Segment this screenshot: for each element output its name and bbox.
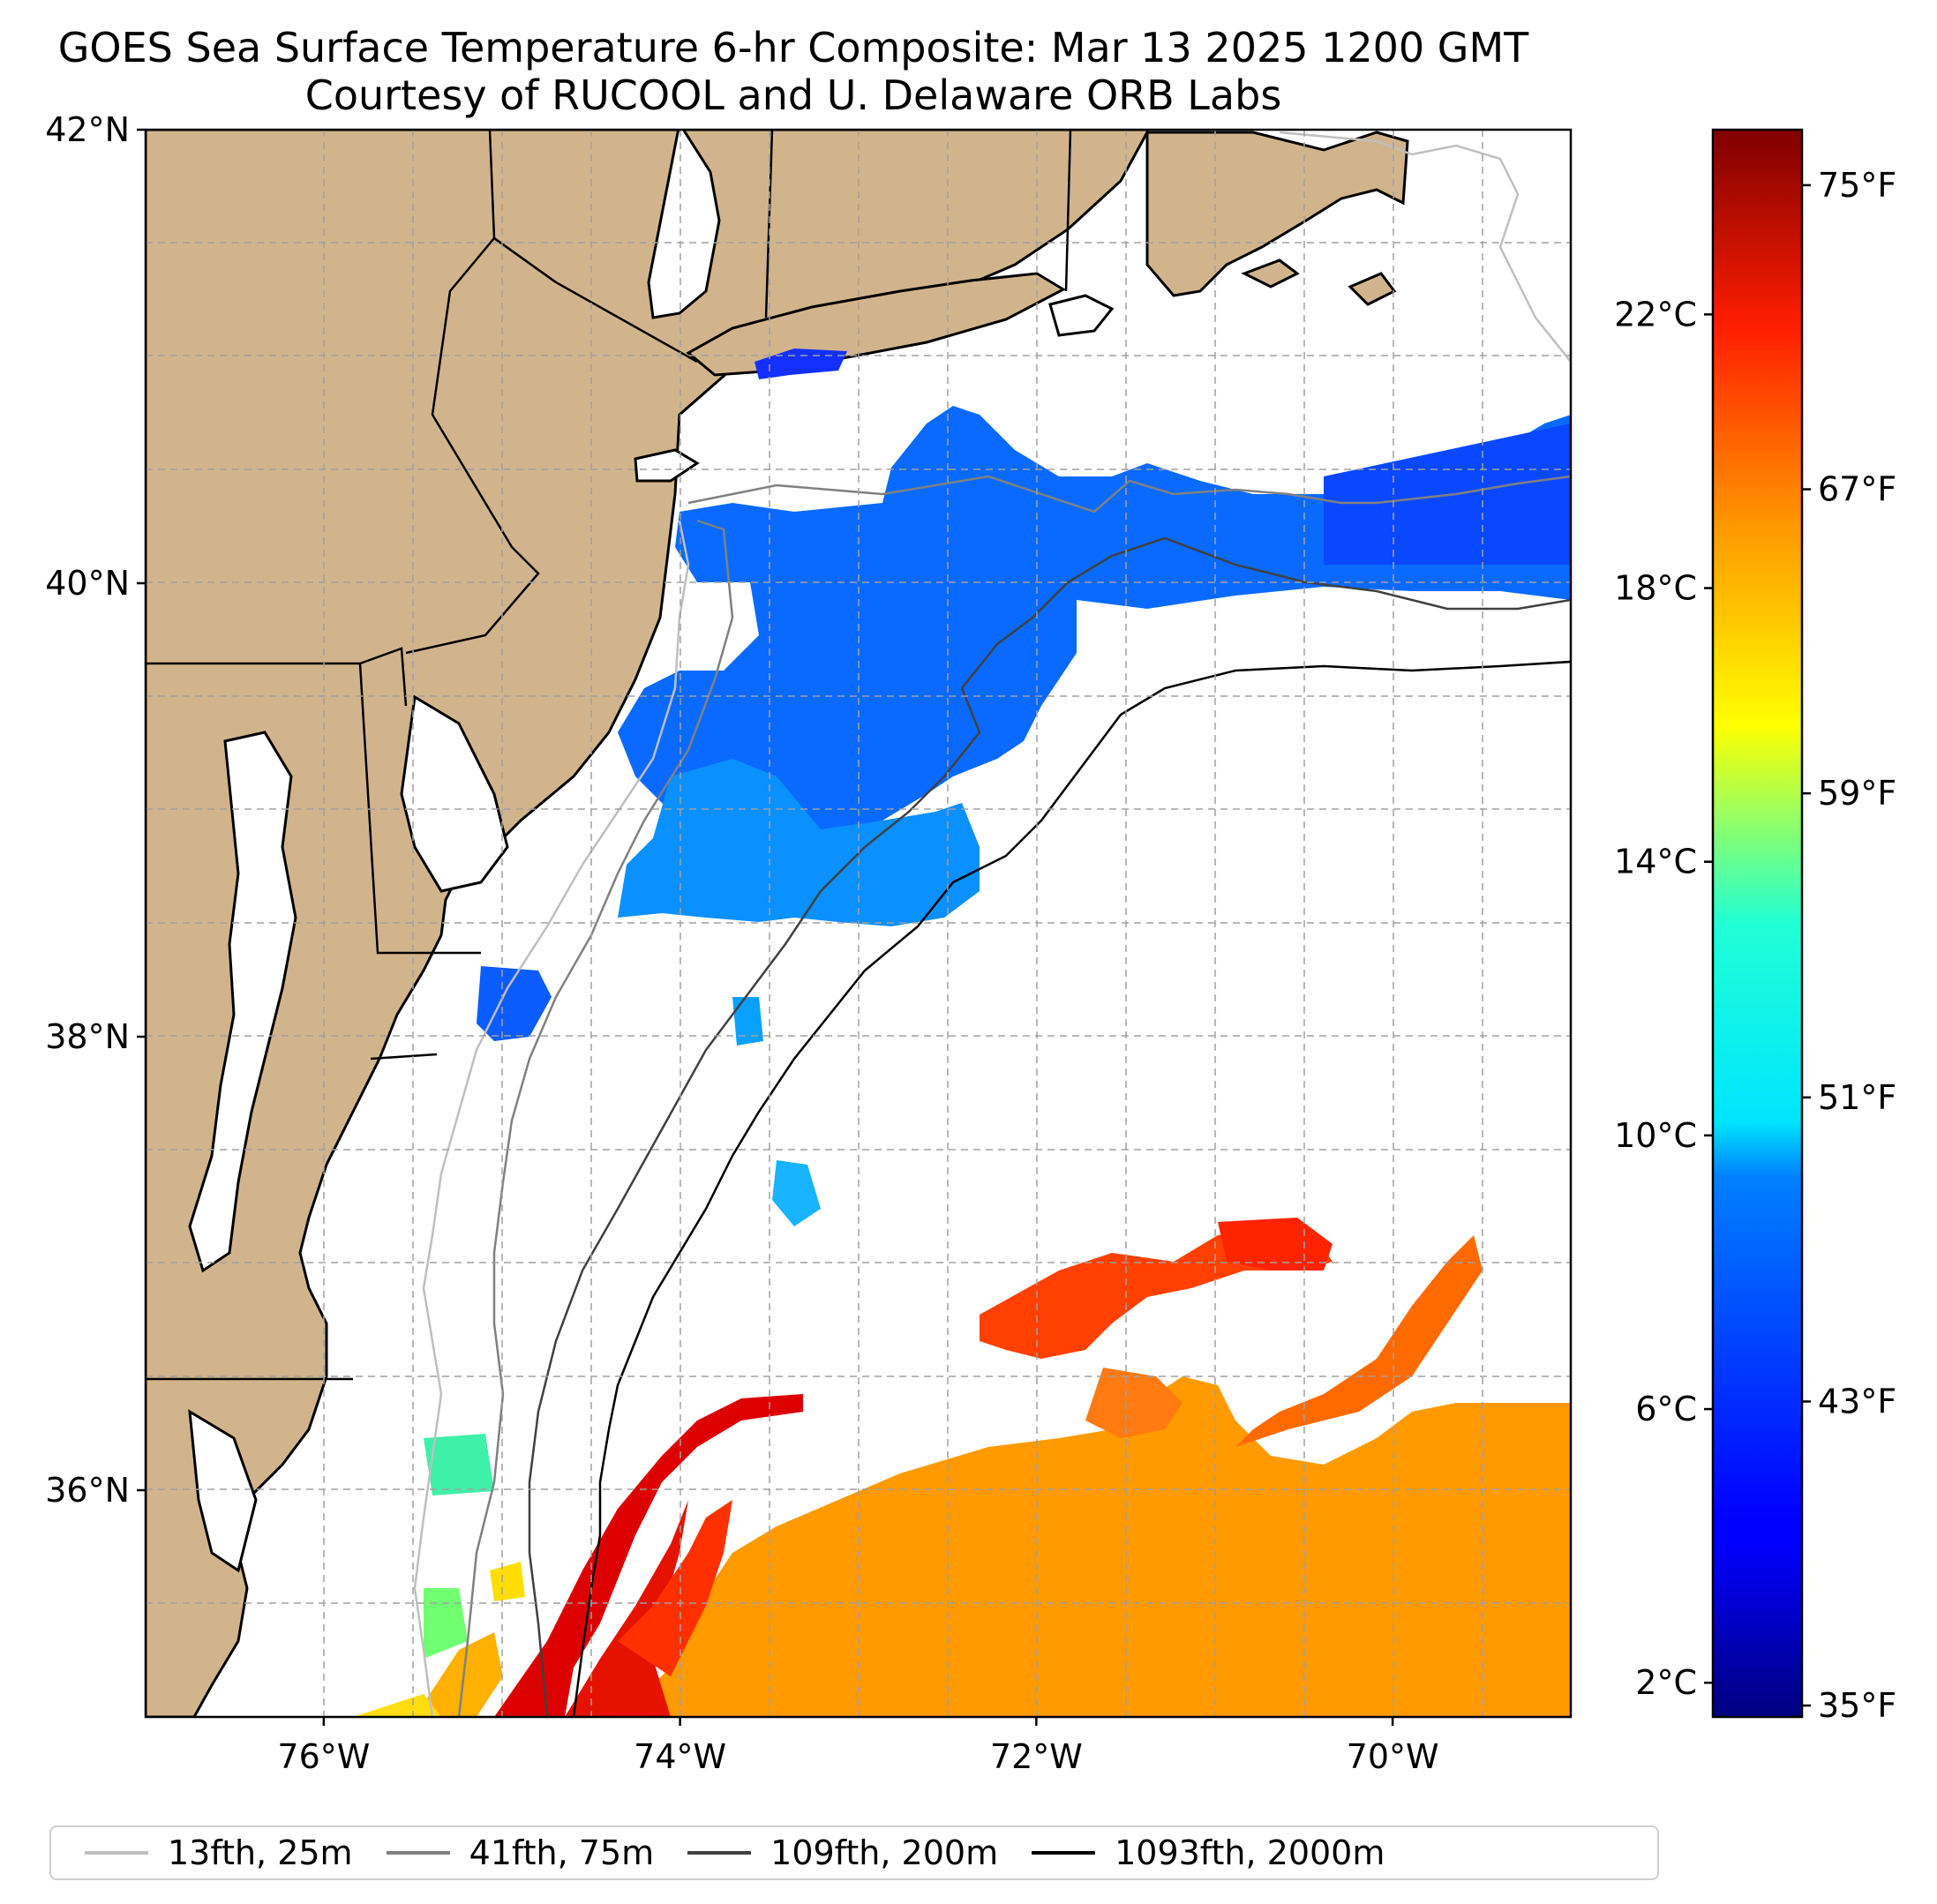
sst-warm-patches: [353, 1218, 1571, 1717]
colorbar-f-label: 67°F: [1818, 470, 1896, 509]
legend-item: 41fth, 75m: [353, 1827, 655, 1878]
gridlines: [146, 130, 1571, 1717]
colorbar-f-label: 59°F: [1818, 774, 1896, 813]
legend-line-swatch: [1032, 1851, 1096, 1855]
lat-tick-label: 40°N: [45, 564, 130, 603]
map-frame: [144, 128, 1573, 1719]
legend-label: 13fth, 25m: [168, 1833, 353, 1872]
legend-item: 13fth, 25m: [51, 1827, 353, 1878]
legend-label: 1093fth, 2000m: [1115, 1833, 1385, 1872]
map-subtitle: Courtesy of RUCOOL and U. Delaware ORB L…: [304, 71, 1282, 119]
colorbar-f-label: 51°F: [1818, 1078, 1896, 1117]
lat-tick-label: 36°N: [45, 1471, 130, 1510]
colorbar-celsius-axis: 2°C 6°C 10°C 14°C 18°C 22°C: [1614, 295, 1713, 1702]
legend-label: 109fth, 200m: [770, 1833, 999, 1872]
lon-tick-label: 70°W: [1347, 1737, 1439, 1776]
marthas-vineyard: [1241, 259, 1300, 289]
nantucket: [1348, 272, 1397, 306]
lat-tick-label: 38°N: [45, 1017, 130, 1056]
legend-line-swatch: [85, 1851, 148, 1855]
state-borders: [146, 130, 1072, 1381]
sst-cool-patch: [424, 1434, 494, 1495]
colorbar-c-label: 10°C: [1614, 1116, 1697, 1155]
bathymetry-contours: [413, 131, 1571, 1717]
legend: 13fth, 25m 41fth, 75m 109fth, 200m 1093fth,…: [49, 1825, 1659, 1880]
longitude-axis: 76°W 74°W 72°W 70°W: [277, 1717, 1439, 1776]
lat-tick-label: 42°N: [45, 110, 130, 149]
colorbar: [1711, 128, 1804, 1719]
latitude-axis: 42°N 40°N 38°N 36°N: [45, 110, 146, 1510]
legend-item: 109fth, 200m: [654, 1827, 998, 1878]
colorbar-fahrenheit-axis: 35°F 43°F 51°F 59°F 67°F 75°F: [1802, 166, 1896, 1725]
lon-tick-label: 72°W: [990, 1737, 1083, 1776]
colorbar-f-label: 75°F: [1818, 166, 1896, 205]
colorbar-c-label: 18°C: [1614, 569, 1697, 608]
lon-tick-label: 76°W: [277, 1737, 370, 1776]
legend-item: 1093fth, 2000m: [998, 1827, 1385, 1878]
sst-mild-patch: [424, 1588, 468, 1659]
map-title: GOES Sea Surface Temperature 6-hr Compos…: [57, 24, 1529, 71]
colorbar-f-label: 35°F: [1818, 1686, 1896, 1725]
legend-label: 41fth, 75m: [469, 1833, 655, 1872]
colorbar-c-label: 22°C: [1614, 295, 1697, 334]
lon-tick-label: 74°W: [634, 1737, 726, 1776]
legend-line-swatch: [386, 1851, 450, 1855]
colorbar-c-label: 14°C: [1614, 843, 1697, 881]
colorbar-c-label: 6°C: [1635, 1390, 1697, 1428]
colorbar-f-label: 43°F: [1818, 1382, 1896, 1421]
colorbar-c-label: 2°C: [1635, 1663, 1697, 1702]
sst-cold-patches: [477, 349, 1571, 1226]
bays: [188, 130, 1115, 1573]
legend-line-swatch: [687, 1851, 752, 1855]
